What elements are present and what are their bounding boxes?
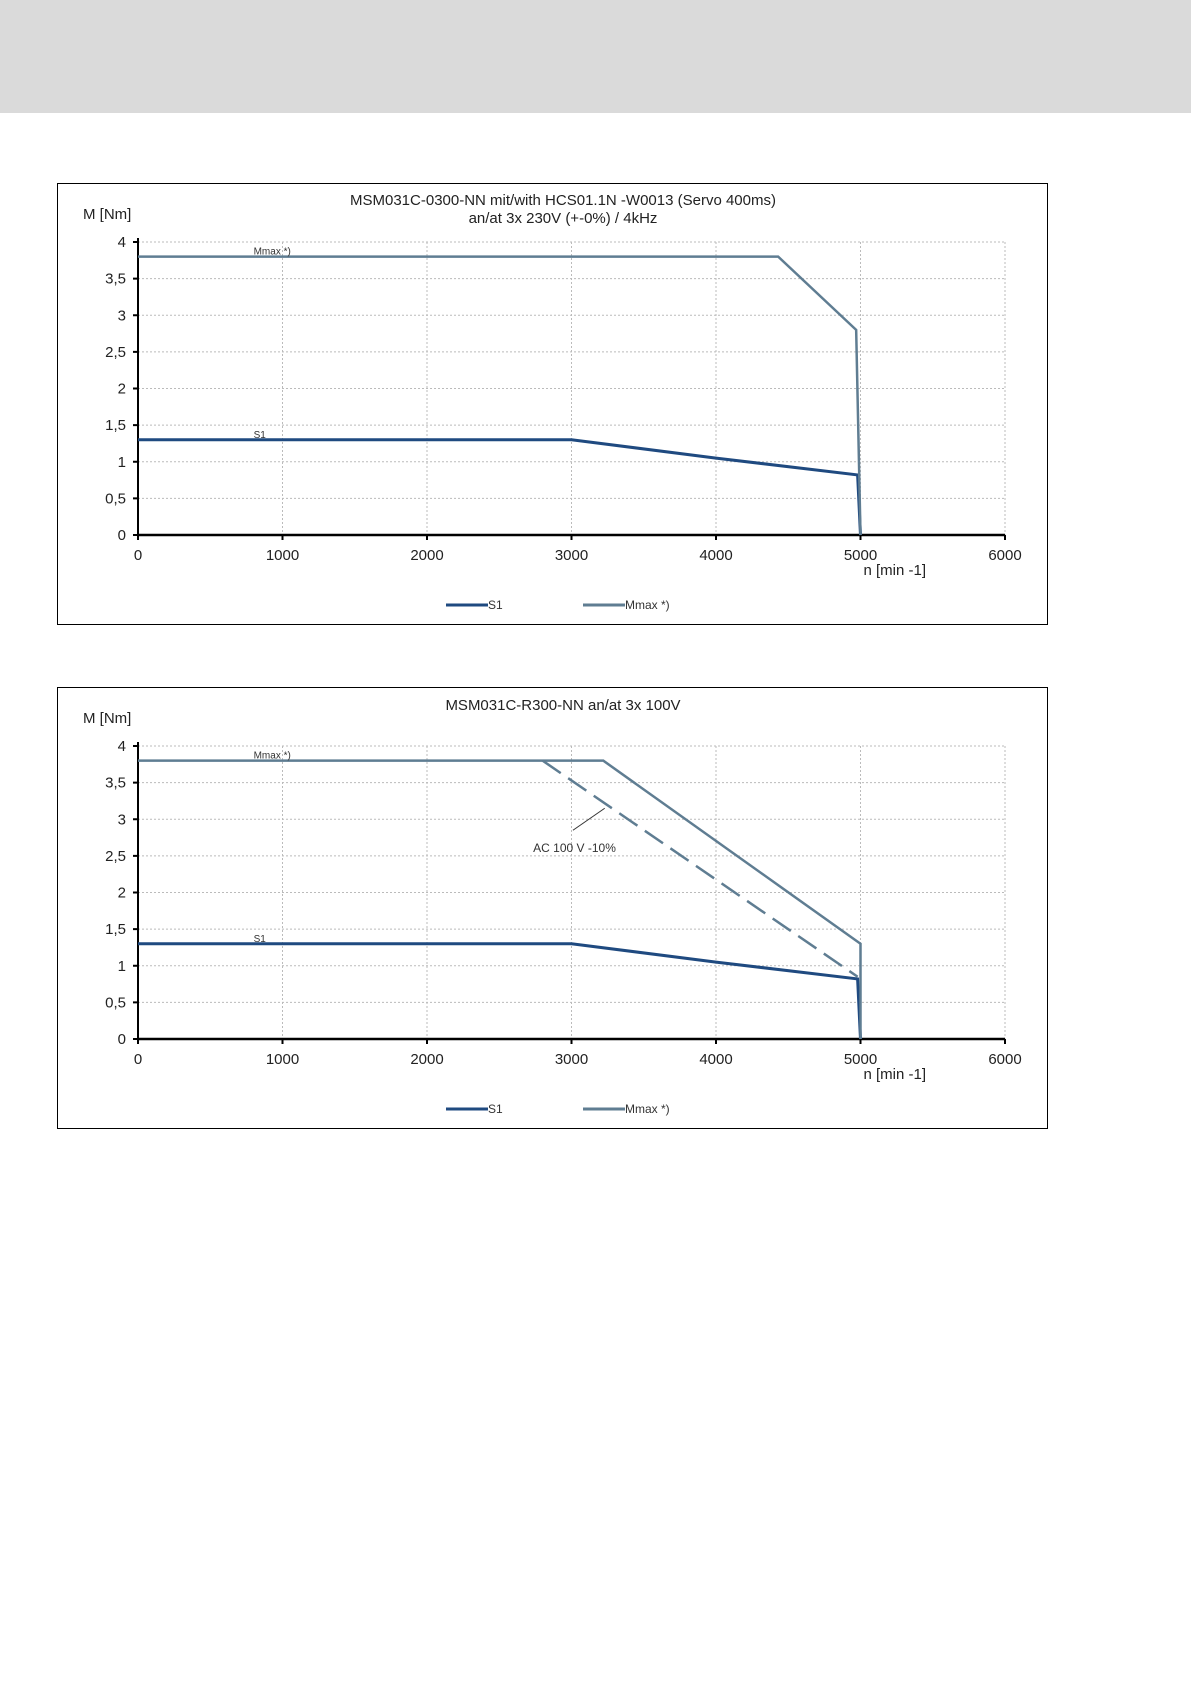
y-tick-label: 2 bbox=[118, 381, 126, 398]
y-tick-label: 3,5 bbox=[105, 775, 126, 792]
y-tick-label: 3,5 bbox=[105, 271, 126, 288]
x-tick-label: 3000 bbox=[555, 547, 588, 564]
y-tick-label: 4 bbox=[118, 234, 126, 251]
annotation-leader bbox=[572, 807, 606, 831]
annotation: Mmax *) bbox=[254, 751, 291, 762]
page-header-band bbox=[0, 0, 1191, 113]
x-tick-label: 4000 bbox=[699, 1051, 732, 1068]
chart-subtitle: an/at 3x 230V (+-0%) / 4kHz bbox=[469, 210, 658, 227]
x-tick-label: 3000 bbox=[555, 1051, 588, 1068]
y-tick-label: 0 bbox=[118, 527, 126, 544]
x-tick-label: 6000 bbox=[988, 547, 1021, 564]
legend-label: S1 bbox=[488, 598, 503, 612]
legend-label: S1 bbox=[488, 1102, 503, 1116]
annotation: S1 bbox=[254, 934, 267, 945]
y-axis-label: M [Nm] bbox=[83, 206, 131, 223]
y-tick-label: 0 bbox=[118, 1031, 126, 1048]
x-tick-label: 0 bbox=[134, 1051, 142, 1068]
y-tick-label: 2,5 bbox=[105, 848, 126, 865]
x-tick-label: 4000 bbox=[699, 547, 732, 564]
x-tick-label: 0 bbox=[134, 547, 142, 564]
legend-label: Mmax *) bbox=[625, 598, 670, 612]
y-axis-label: M [Nm] bbox=[83, 710, 131, 727]
y-tick-label: 4 bbox=[118, 738, 126, 755]
y-tick-label: 2 bbox=[118, 885, 126, 902]
series-line-s1 bbox=[138, 438, 862, 536]
x-tick-label: 2000 bbox=[410, 547, 443, 564]
x-tick-label: 1000 bbox=[266, 547, 299, 564]
y-tick-label: 1,5 bbox=[105, 417, 126, 434]
y-tick-label: 1 bbox=[118, 454, 126, 471]
annotation: Mmax *) bbox=[254, 247, 291, 258]
y-tick-label: 0,5 bbox=[105, 490, 126, 507]
series-line-ac100v-10 bbox=[541, 759, 859, 978]
y-tick-label: 3 bbox=[118, 307, 126, 324]
x-tick-label: 5000 bbox=[844, 1051, 877, 1068]
x-tick-label: 5000 bbox=[844, 547, 877, 564]
chart-title: MSM031C-R300-NN an/at 3x 100V bbox=[445, 697, 680, 714]
series-line-s1 bbox=[138, 942, 862, 1040]
y-tick-label: 2,5 bbox=[105, 344, 126, 361]
annotation: S1 bbox=[254, 430, 267, 441]
annotation: AC 100 V -10% bbox=[533, 841, 616, 855]
x-tick-label: 2000 bbox=[410, 1051, 443, 1068]
y-tick-label: 1,5 bbox=[105, 921, 126, 938]
y-tick-label: 0,5 bbox=[105, 994, 126, 1011]
torque-chart-2: MSM031C-R300-NN an/at 3x 100V M [Nm] n [mi… bbox=[57, 687, 1048, 1129]
chart-svg: MSM031C-0300-NN mit/with HCS01.1N -W0013… bbox=[83, 192, 1022, 612]
y-tick-label: 1 bbox=[118, 958, 126, 975]
legend-label: Mmax *) bbox=[625, 1102, 670, 1116]
series-line-mmax bbox=[138, 759, 862, 1039]
x-tick-label: 6000 bbox=[988, 1051, 1021, 1068]
y-tick-label: 3 bbox=[118, 811, 126, 828]
chart-title: MSM031C-0300-NN mit/with HCS01.1N -W0013… bbox=[350, 192, 776, 209]
chart-svg: MSM031C-R300-NN an/at 3x 100V M [Nm] n [mi… bbox=[83, 697, 1022, 1116]
torque-chart-1: MSM031C-0300-NN mit/with HCS01.1N -W0013… bbox=[57, 183, 1048, 625]
x-axis-label: n [min -1] bbox=[863, 562, 926, 579]
x-axis-label: n [min -1] bbox=[863, 1066, 926, 1083]
x-tick-label: 1000 bbox=[266, 1051, 299, 1068]
series-line-mmax bbox=[138, 255, 862, 536]
